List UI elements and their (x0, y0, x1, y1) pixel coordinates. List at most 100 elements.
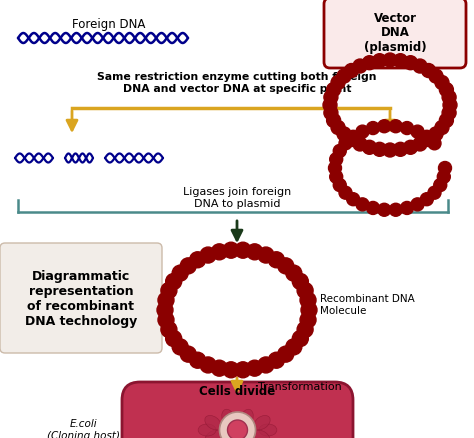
Circle shape (339, 186, 352, 199)
Circle shape (324, 90, 338, 104)
Circle shape (411, 198, 424, 211)
Circle shape (180, 346, 196, 362)
Circle shape (158, 312, 174, 328)
Circle shape (286, 265, 302, 281)
Circle shape (339, 137, 352, 150)
Circle shape (235, 362, 251, 378)
Ellipse shape (222, 409, 235, 427)
Circle shape (401, 122, 413, 134)
Circle shape (403, 56, 418, 70)
Circle shape (411, 125, 424, 138)
Text: Ligases join foreign
DNA to plasmid: Ligases join foreign DNA to plasmid (183, 187, 291, 208)
Circle shape (393, 142, 408, 156)
Circle shape (439, 113, 454, 127)
Circle shape (223, 362, 239, 378)
Circle shape (333, 145, 346, 157)
Circle shape (421, 132, 436, 146)
Circle shape (373, 142, 387, 156)
Text: Cells divide: Cells divide (199, 385, 275, 398)
Text: Recombinant DNA
Molecule: Recombinant DNA Molecule (320, 294, 415, 316)
Circle shape (161, 283, 177, 299)
Circle shape (200, 357, 216, 373)
Circle shape (158, 292, 174, 308)
Circle shape (223, 242, 239, 258)
Circle shape (331, 120, 345, 134)
Circle shape (300, 312, 316, 328)
Circle shape (363, 140, 376, 154)
Circle shape (327, 83, 341, 97)
Circle shape (268, 252, 284, 268)
Circle shape (346, 193, 360, 206)
Ellipse shape (205, 430, 221, 438)
Circle shape (258, 247, 274, 263)
Text: Foreign DNA: Foreign DNA (72, 18, 146, 31)
Circle shape (420, 130, 433, 143)
Ellipse shape (222, 433, 235, 438)
Circle shape (246, 360, 263, 376)
Circle shape (366, 122, 380, 134)
Circle shape (439, 83, 454, 97)
Ellipse shape (254, 430, 270, 438)
Circle shape (297, 321, 313, 338)
Circle shape (389, 203, 402, 216)
Circle shape (353, 137, 367, 151)
Circle shape (166, 331, 182, 346)
Circle shape (438, 162, 452, 174)
Circle shape (428, 137, 441, 150)
Circle shape (413, 137, 427, 151)
Circle shape (258, 357, 274, 373)
Circle shape (337, 69, 351, 83)
Circle shape (428, 186, 441, 199)
Circle shape (166, 273, 182, 290)
Circle shape (301, 302, 317, 318)
Circle shape (328, 162, 341, 174)
Circle shape (235, 242, 251, 258)
Circle shape (383, 143, 397, 157)
Circle shape (292, 331, 308, 346)
Circle shape (157, 302, 173, 318)
Circle shape (172, 265, 188, 281)
Circle shape (327, 113, 341, 127)
Ellipse shape (205, 415, 221, 430)
Text: Transformation: Transformation (258, 382, 342, 392)
Circle shape (429, 69, 443, 83)
Circle shape (180, 258, 196, 274)
Text: Vector
DNA
(plasmid): Vector DNA (plasmid) (364, 11, 426, 54)
Circle shape (333, 179, 346, 191)
Circle shape (421, 64, 436, 78)
Circle shape (393, 54, 408, 68)
Circle shape (300, 292, 316, 308)
Circle shape (246, 244, 263, 260)
Circle shape (286, 339, 302, 355)
Ellipse shape (259, 424, 277, 436)
Circle shape (378, 120, 391, 133)
Circle shape (353, 59, 367, 73)
Circle shape (346, 130, 360, 143)
Circle shape (345, 64, 358, 78)
Circle shape (345, 132, 358, 146)
Circle shape (200, 247, 216, 263)
Circle shape (324, 106, 338, 120)
Circle shape (420, 193, 433, 206)
Circle shape (434, 179, 447, 191)
Circle shape (323, 98, 337, 112)
Circle shape (389, 120, 402, 133)
FancyBboxPatch shape (122, 382, 353, 438)
Ellipse shape (254, 415, 270, 430)
Text: E.coli
(Cloning host): E.coli (Cloning host) (47, 419, 120, 438)
Circle shape (435, 120, 449, 134)
FancyBboxPatch shape (324, 0, 466, 68)
Text: Diagrammatic
representation
of recombinant
DNA technology: Diagrammatic representation of recombina… (25, 270, 137, 328)
Circle shape (190, 252, 206, 268)
Circle shape (443, 98, 457, 112)
Circle shape (373, 54, 387, 68)
Circle shape (356, 198, 369, 211)
Circle shape (366, 201, 380, 215)
Circle shape (438, 170, 450, 183)
Circle shape (278, 346, 294, 362)
Circle shape (337, 127, 351, 141)
Ellipse shape (240, 433, 253, 438)
Circle shape (228, 420, 247, 438)
Circle shape (378, 203, 391, 216)
Circle shape (268, 352, 284, 368)
